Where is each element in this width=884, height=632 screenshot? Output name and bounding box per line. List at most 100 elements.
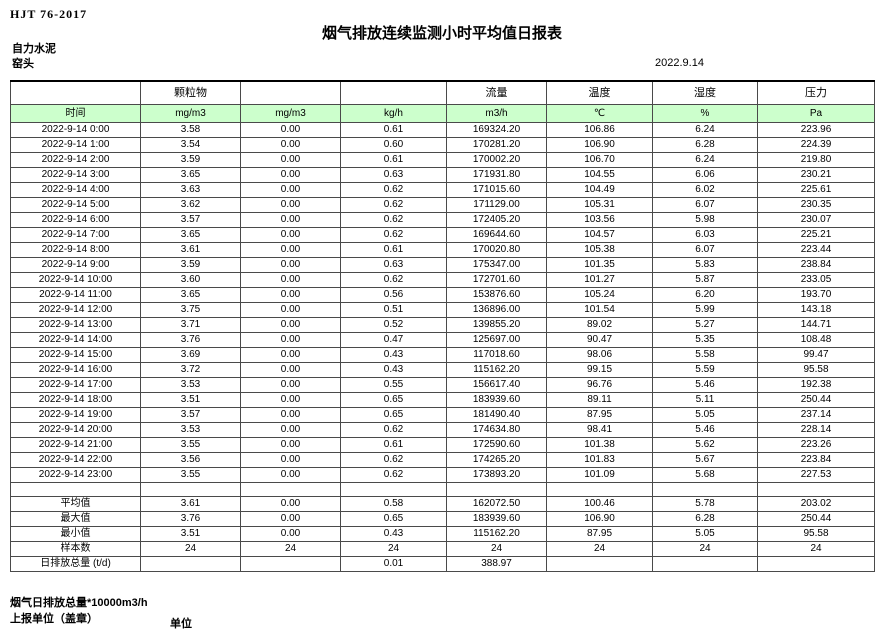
summary-label-cell: 最大值	[10, 511, 141, 527]
value-cell: 0.00	[240, 437, 341, 453]
summary-value-cell: 95.58	[757, 526, 875, 542]
value-cell: 5.58	[652, 347, 758, 363]
value-cell: 153876.60	[446, 287, 547, 303]
value-cell: 5.46	[652, 377, 758, 393]
value-cell: 170020.80	[446, 242, 547, 258]
value-cell: 5.46	[652, 422, 758, 438]
value-cell: 5.99	[652, 302, 758, 318]
unit-header-cell: mg/m3	[240, 104, 341, 123]
value-cell: 103.56	[546, 212, 653, 228]
value-cell: 0.00	[240, 377, 341, 393]
value-cell: 3.65	[140, 227, 241, 243]
group-header-cell: 湿度	[652, 80, 758, 105]
time-cell: 2022-9-14 12:00	[10, 302, 141, 318]
value-cell: 0.56	[340, 287, 447, 303]
unit-header-cell: ℃	[546, 104, 653, 123]
summary-value-cell: 203.02	[757, 496, 875, 512]
time-cell: 2022-9-14 22:00	[10, 452, 141, 468]
value-cell: 0.63	[340, 257, 447, 273]
value-cell: 230.21	[757, 167, 875, 183]
value-cell: 0.65	[340, 392, 447, 408]
time-cell: 2022-9-14 7:00	[10, 227, 141, 243]
report-date: 2022.9.14	[655, 57, 704, 69]
value-cell: 5.68	[652, 467, 758, 483]
value-cell: 106.86	[546, 122, 653, 138]
time-cell: 2022-9-14 3:00	[10, 167, 141, 183]
value-cell: 0.00	[240, 332, 341, 348]
time-cell: 2022-9-14 5:00	[10, 197, 141, 213]
time-cell: 2022-9-14 17:00	[10, 377, 141, 393]
value-cell: 225.61	[757, 182, 875, 198]
value-cell: 3.59	[140, 257, 241, 273]
value-cell: 105.24	[546, 287, 653, 303]
value-cell: 108.48	[757, 332, 875, 348]
value-cell: 0.62	[340, 182, 447, 198]
value-cell: 6.24	[652, 122, 758, 138]
value-cell: 172590.60	[446, 437, 547, 453]
summary-row: 日排放总量 (t/d) 0.01 388.97	[10, 556, 875, 572]
unit-header-cell: 时间	[10, 104, 141, 123]
summary-value-cell: 24	[446, 541, 547, 557]
time-cell: 2022-9-14 1:00	[10, 137, 141, 153]
value-cell: 115162.20	[446, 362, 547, 378]
data-row: 2022-9-14 9:00 3.59 0.00 0.63 175347.00 101.3…	[10, 257, 875, 273]
value-cell: 99.15	[546, 362, 653, 378]
time-cell: 2022-9-14 0:00	[10, 122, 141, 138]
summary-value-cell: 388.97	[446, 556, 547, 572]
group-header-cell: 流量	[446, 80, 547, 105]
time-cell: 2022-9-14 19:00	[10, 407, 141, 423]
value-cell: 193.70	[757, 287, 875, 303]
value-cell: 174634.80	[446, 422, 547, 438]
data-row: 2022-9-14 12:00 3.75 0.00 0.51 136896.00 101.…	[10, 302, 875, 318]
value-cell: 3.63	[140, 182, 241, 198]
summary-value-cell: 24	[757, 541, 875, 557]
value-cell: 3.75	[140, 302, 241, 318]
data-row: 2022-9-14 18:00 3.51 0.00 0.65 183939.60 89.1…	[10, 392, 875, 408]
value-cell: 5.27	[652, 317, 758, 333]
group-header-cell	[340, 80, 447, 105]
value-cell: 223.26	[757, 437, 875, 453]
value-cell: 0.00	[240, 362, 341, 378]
group-header-cell: 颗粒物	[140, 80, 241, 105]
time-cell: 2022-9-14 4:00	[10, 182, 141, 198]
summary-value-cell: 24	[240, 541, 341, 557]
value-cell: 0.00	[240, 302, 341, 318]
value-cell: 98.06	[546, 347, 653, 363]
data-row: 2022-9-14 10:00 3.60 0.00 0.62 172701.60 101.…	[10, 272, 875, 288]
value-cell: 5.59	[652, 362, 758, 378]
value-cell: 238.84	[757, 257, 875, 273]
value-cell: 101.83	[546, 452, 653, 468]
summary-value-cell: 24	[546, 541, 653, 557]
value-cell: 0.62	[340, 452, 447, 468]
value-cell: 172405.20	[446, 212, 547, 228]
table-head: 颗粒物 流量 温度 湿度 压力 时间 mg/m3 mg/m3 kg/h m3/h ℃% Pa	[10, 80, 875, 123]
value-cell: 0.62	[340, 422, 447, 438]
value-cell: 101.38	[546, 437, 653, 453]
summary-value-cell: 183939.60	[446, 511, 547, 527]
summary-value-cell: 6.28	[652, 511, 758, 527]
value-cell: 170002.20	[446, 152, 547, 168]
value-cell: 0.43	[340, 347, 447, 363]
value-cell: 106.70	[546, 152, 653, 168]
value-cell: 219.80	[757, 152, 875, 168]
value-cell: 3.62	[140, 197, 241, 213]
time-cell: 2022-9-14 15:00	[10, 347, 141, 363]
value-cell: 0.62	[340, 467, 447, 483]
summary-value-cell: 87.95	[546, 526, 653, 542]
value-cell: 3.57	[140, 407, 241, 423]
data-row: 2022-9-14 22:00 3.56 0.00 0.62 174265.20 101.…	[10, 452, 875, 468]
value-cell: 169644.60	[446, 227, 547, 243]
data-row: 2022-9-14 8:00 3.61 0.00 0.61 170020.80 105.3…	[10, 242, 875, 258]
value-cell: 0.61	[340, 437, 447, 453]
value-cell: 230.07	[757, 212, 875, 228]
value-cell: 90.47	[546, 332, 653, 348]
data-row: 2022-9-14 16:00 3.72 0.00 0.43 115162.20 99.1…	[10, 362, 875, 378]
group-header-cell: 温度	[546, 80, 653, 105]
value-cell: 136896.00	[446, 302, 547, 318]
value-cell: 5.05	[652, 407, 758, 423]
data-row: 2022-9-14 3:00 3.65 0.00 0.63 171931.80 104.5…	[10, 167, 875, 183]
value-cell: 143.18	[757, 302, 875, 318]
value-cell: 3.65	[140, 167, 241, 183]
summary-value-cell	[652, 556, 758, 572]
value-cell: 6.28	[652, 137, 758, 153]
